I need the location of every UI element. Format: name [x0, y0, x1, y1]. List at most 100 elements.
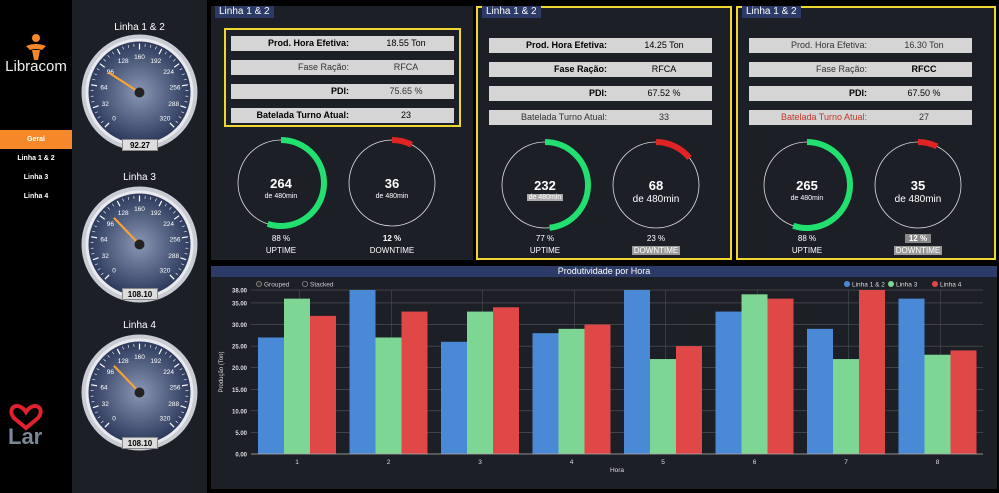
- bar[interactable]: [532, 333, 559, 454]
- gauge-tick: [92, 105, 99, 109]
- nav-item-linha-3[interactable]: Linha 3: [23, 174, 49, 181]
- gauge-value: 92.27: [122, 139, 158, 151]
- gauge-tick: [169, 422, 175, 428]
- gauge-tick: [104, 422, 110, 428]
- y-tick-label: 25.00: [232, 345, 248, 351]
- gauge-tick-label: 128: [118, 58, 129, 65]
- gauge-tick-label: 320: [160, 267, 171, 274]
- downtime-value: 36: [384, 176, 400, 191]
- bar[interactable]: [401, 311, 428, 454]
- bar[interactable]: [950, 350, 977, 454]
- gauge-tick: [169, 122, 175, 128]
- legend-label[interactable]: Linha 1 & 2: [852, 282, 885, 289]
- mode-label-grouped[interactable]: Grouped: [264, 282, 290, 289]
- x-tick-label: 3: [478, 459, 482, 466]
- legend-label[interactable]: Linha 4: [940, 282, 962, 289]
- uptime-sub: de 480min: [498, 194, 592, 201]
- gauge-tick: [97, 416, 101, 419]
- gauge-tick: [173, 359, 176, 362]
- info-row-fase: Fase Ração: RFCA: [489, 62, 712, 77]
- mode-radio-stacked[interactable]: [302, 280, 309, 287]
- info-value: RFCC: [911, 64, 937, 74]
- info-row-prod-hora: Prod. Hora Efetiva: 16.30 Ton: [749, 38, 972, 53]
- bar[interactable]: [807, 328, 833, 454]
- gauge-tick: [94, 73, 98, 76]
- gauge-tick: [94, 225, 98, 228]
- info-label: Batelada Turno Atual:: [520, 112, 607, 122]
- gauge-tick: [104, 274, 110, 280]
- gauge-needle: [113, 365, 141, 394]
- downtime-sub: de 480min: [632, 194, 680, 205]
- nav-item-linha-4[interactable]: Linha 4: [23, 193, 49, 200]
- gauge-tick: [181, 73, 185, 76]
- gauge-tick-label: 128: [118, 358, 129, 365]
- chart-title: Produtividade por Hora: [211, 266, 997, 277]
- gauge-tick-label: 288: [168, 101, 179, 108]
- gauge-hub: [134, 239, 145, 250]
- gauge-tick: [103, 59, 106, 62]
- legend-swatch[interactable]: [844, 281, 850, 287]
- bar[interactable]: [676, 346, 702, 454]
- gauge-tick: [97, 116, 101, 119]
- bar[interactable]: [650, 359, 676, 454]
- info-value: 67.50 %: [907, 88, 941, 98]
- uptime-caption: UPTIME: [791, 246, 823, 255]
- downtime-arc: [655, 139, 692, 160]
- x-tick-label: 5: [661, 459, 665, 466]
- nav-item-geral[interactable]: Geral: [0, 130, 72, 149]
- bar[interactable]: [310, 315, 336, 454]
- y-axis-label: Produção (Ton): [219, 351, 225, 392]
- nav-item-linha-1-2[interactable]: Linha 1 & 2: [17, 155, 55, 162]
- bar[interactable]: [898, 298, 925, 454]
- info-row-batelada: Batelada Turno Atual: 27: [749, 110, 972, 125]
- gauge-tick: [116, 48, 121, 55]
- gauge-tick-label: 32: [102, 401, 110, 408]
- info-label: Batelada Turno Atual:: [780, 112, 867, 122]
- bar[interactable]: [467, 311, 493, 454]
- gauge-tick: [99, 215, 106, 220]
- gauge-tick: [122, 46, 124, 50]
- bar[interactable]: [258, 337, 284, 454]
- uptime-value: 264: [270, 176, 292, 191]
- info-row-fase: Fase Ração: RFCA: [231, 60, 454, 75]
- gauge-tick: [107, 55, 110, 58]
- gauge-tick: [92, 405, 99, 409]
- gauge-tick: [96, 68, 100, 71]
- info-row-pdi: PDI: 75.65 %: [231, 84, 454, 99]
- bar[interactable]: [441, 341, 467, 454]
- bar[interactable]: [741, 294, 768, 454]
- gauge-tick-label: 256: [170, 84, 181, 91]
- bar[interactable]: [924, 354, 951, 454]
- mode-radio-grouped[interactable]: [256, 280, 263, 287]
- bar[interactable]: [833, 359, 859, 454]
- gauge-tick-label: 224: [163, 69, 174, 76]
- bar[interactable]: [767, 298, 794, 454]
- legend-label[interactable]: Linha 3: [896, 282, 918, 289]
- downtime-pct: 12 %: [382, 234, 402, 243]
- x-tick-label: 4: [570, 459, 574, 466]
- bar[interactable]: [558, 328, 585, 454]
- uptime-value: 265: [796, 178, 818, 193]
- bar[interactable]: [584, 324, 611, 454]
- gauge-tick: [181, 111, 185, 114]
- mode-label-stacked[interactable]: Stacked: [310, 282, 334, 289]
- gauge-tick-label: 64: [100, 84, 108, 91]
- bar[interactable]: [859, 290, 885, 454]
- gauge-tick: [184, 253, 188, 255]
- legend-swatch[interactable]: [888, 281, 894, 287]
- gauge-tick: [164, 203, 167, 207]
- gauge-tick: [181, 84, 188, 87]
- gauge-tick: [183, 230, 187, 233]
- downtime-value: 68: [648, 178, 664, 193]
- bar[interactable]: [284, 298, 310, 454]
- downtime-ring: [874, 139, 962, 229]
- bar[interactable]: [624, 290, 650, 454]
- downtime-caption: DOWNTIME: [369, 246, 415, 255]
- legend-swatch[interactable]: [932, 281, 938, 287]
- bar[interactable]: [715, 311, 742, 454]
- bar[interactable]: [493, 307, 519, 454]
- bar[interactable]: [349, 290, 376, 454]
- bar[interactable]: [375, 337, 402, 454]
